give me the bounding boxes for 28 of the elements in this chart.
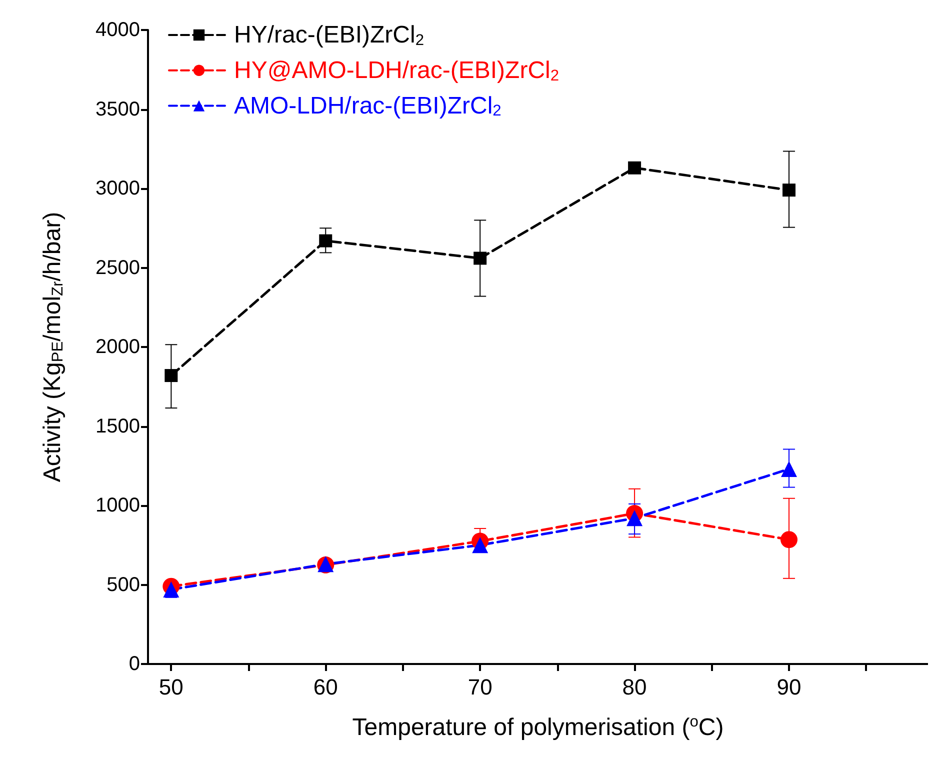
y-tick-label: 500 xyxy=(106,574,140,596)
point xyxy=(780,531,798,548)
point xyxy=(628,161,642,174)
y-tick-label: 2500 xyxy=(96,256,140,279)
point xyxy=(780,461,797,478)
y-tick-label: 1000 xyxy=(96,494,140,516)
point xyxy=(474,252,487,265)
x-tick-label: 90 xyxy=(776,674,802,700)
y-tick-label: 4000 xyxy=(96,19,140,41)
point xyxy=(626,510,643,526)
point xyxy=(782,184,796,197)
point xyxy=(319,234,332,248)
x-tick-label: 70 xyxy=(468,674,492,700)
x-tick-label: 50 xyxy=(158,674,184,700)
point xyxy=(163,582,180,598)
legend-label: AMO-LDH/rac-(EBI)ZrCl2 xyxy=(234,92,502,120)
legend-label: HY/rac-(EBI)ZrCl2 xyxy=(234,22,424,49)
y-axis-title: Activity (KgPE/molZr/h/bar) xyxy=(39,212,66,482)
y-tick-label: 3500 xyxy=(96,98,140,120)
x-tick-label: 80 xyxy=(622,674,647,700)
y-tick-label: 3000 xyxy=(96,178,140,200)
y-tick-label: 0 xyxy=(128,653,140,675)
x-tick-label: 60 xyxy=(313,674,338,700)
legend-label: HY@AMO-LDH/rac-(EBI)ZrCl2 xyxy=(234,56,560,84)
point xyxy=(472,537,488,554)
y-tick-label: 1500 xyxy=(96,415,140,438)
point xyxy=(164,369,178,382)
y-tick-label: 2000 xyxy=(96,336,140,358)
